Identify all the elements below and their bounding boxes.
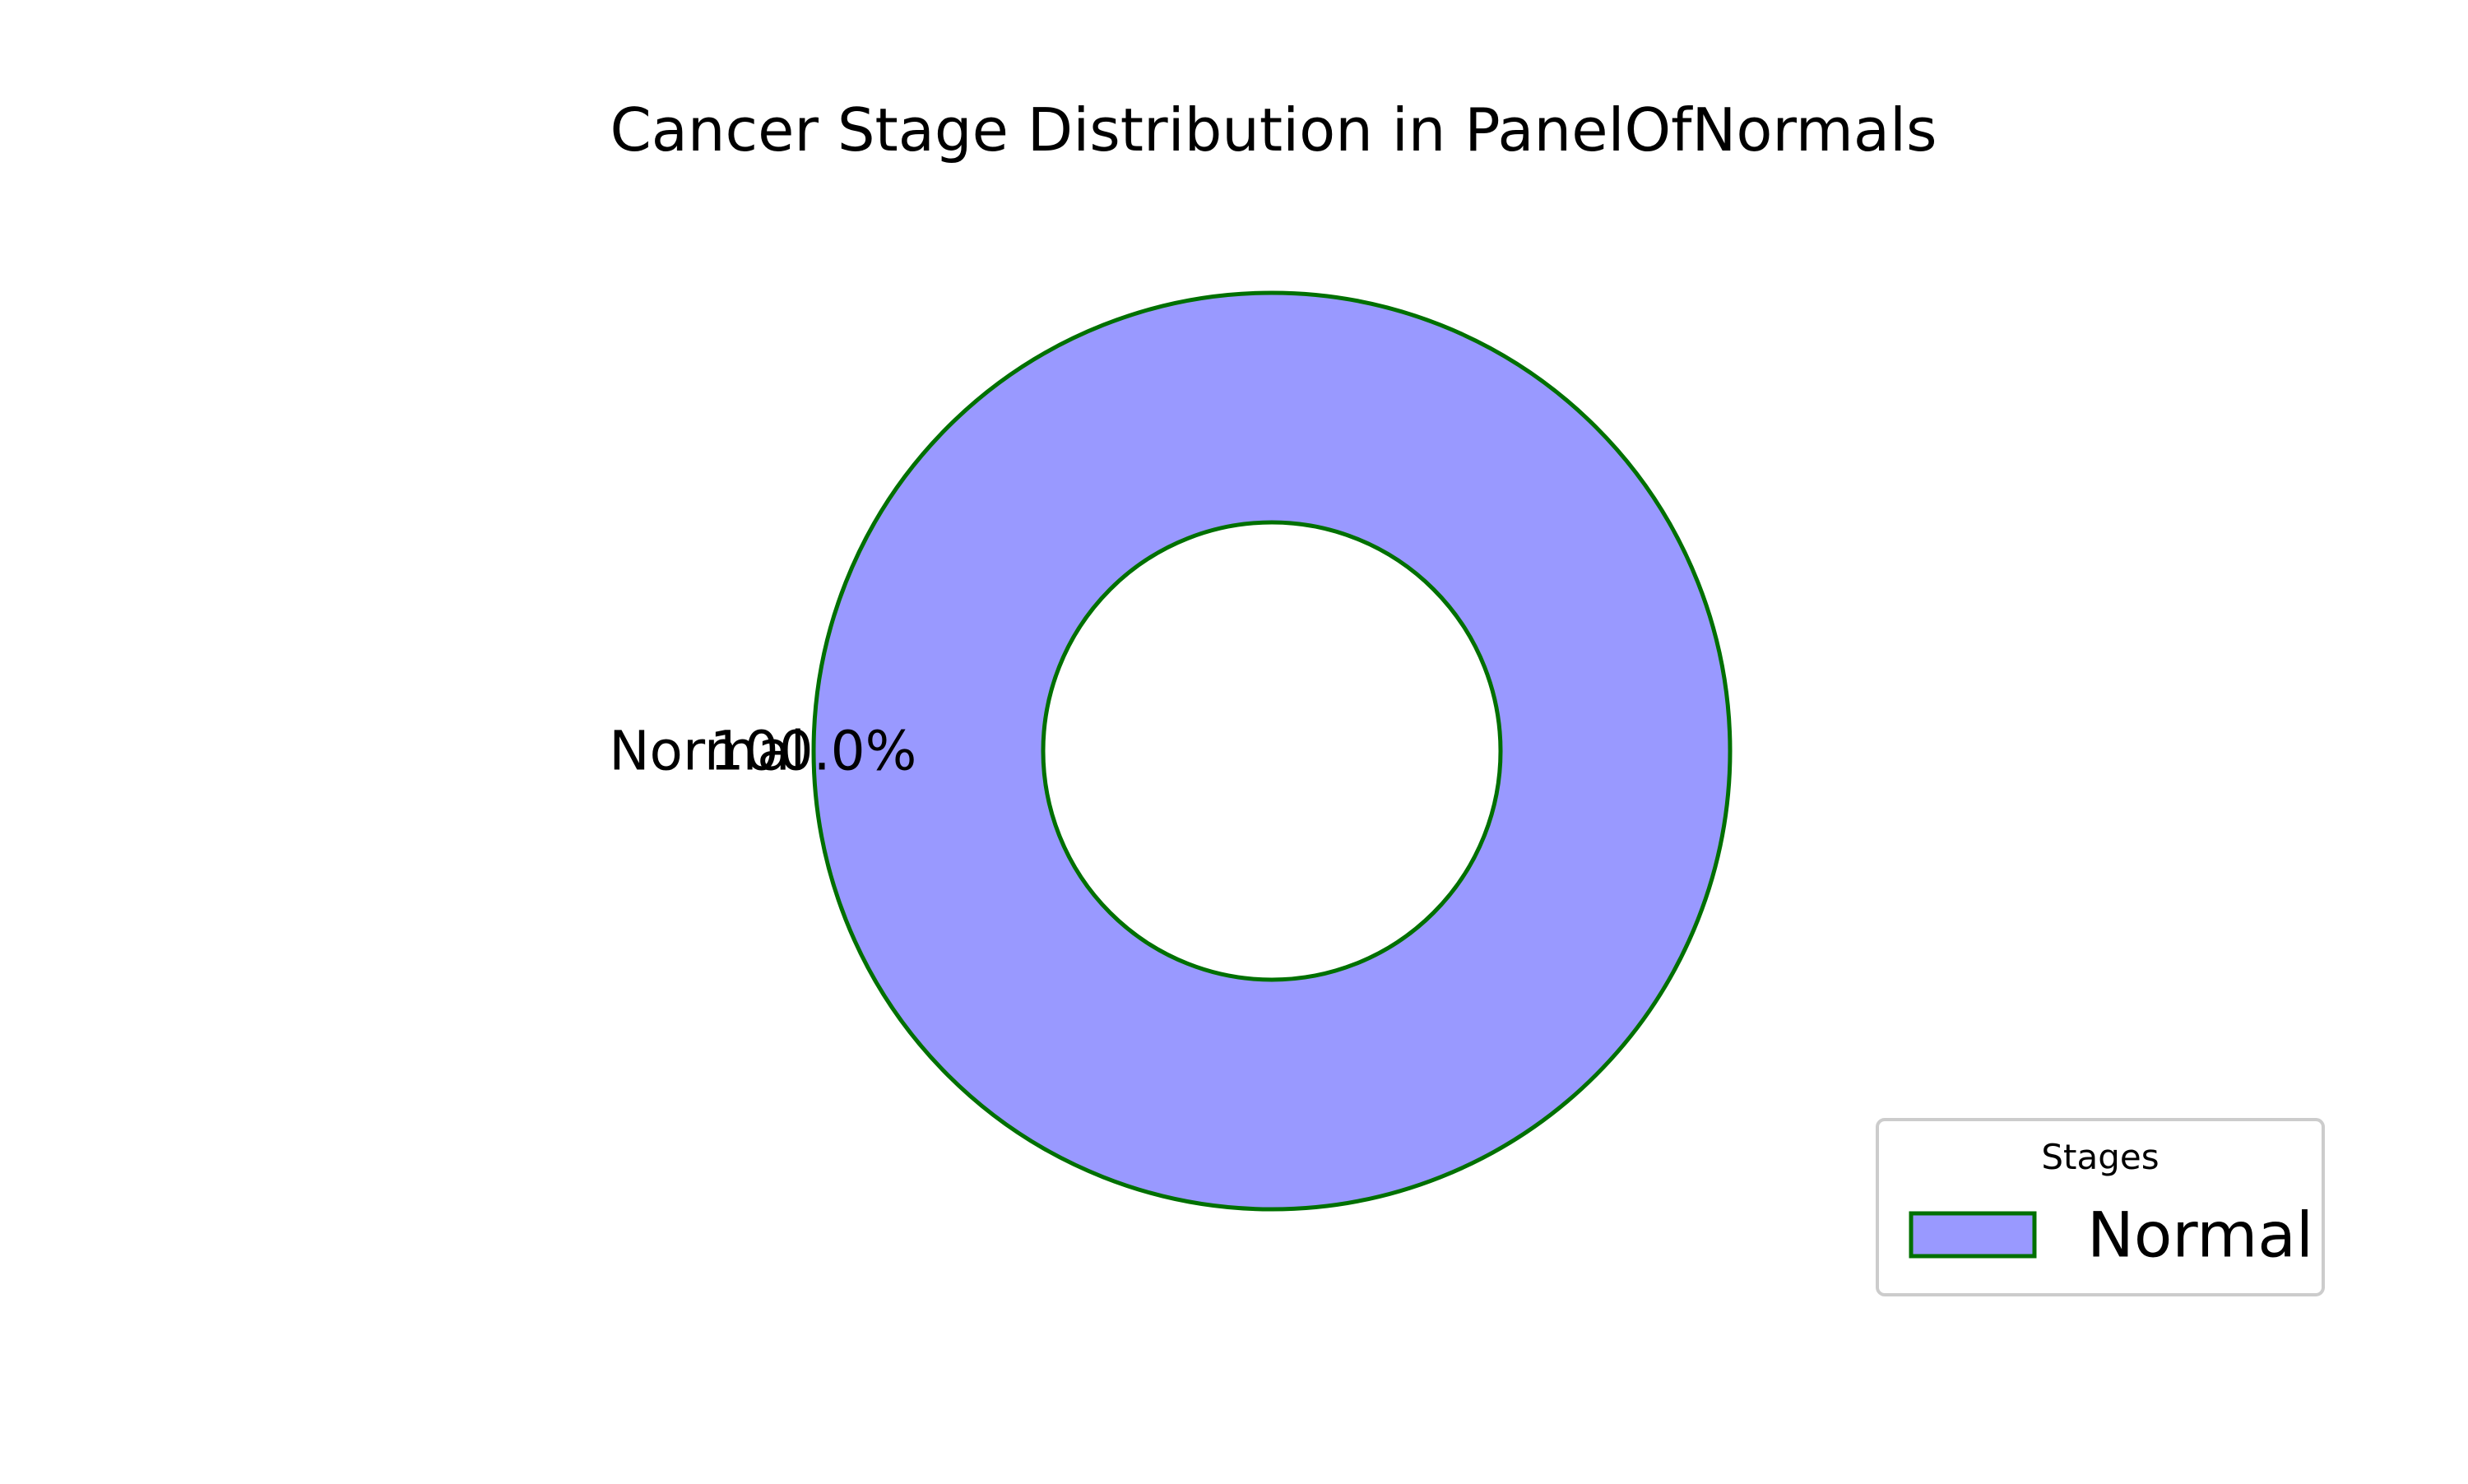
legend: Stages Normal	[1876, 1118, 2325, 1296]
donut-slice-normal	[811, 290, 1733, 1212]
chart-title: Cancer Stage Distribution in PanelOfNorm…	[610, 95, 1937, 165]
legend-title: Stages	[2041, 1137, 2159, 1177]
slice-percent-label: 100.0%	[710, 720, 917, 783]
legend-swatch	[1909, 1211, 2037, 1259]
slices-layer	[811, 290, 1733, 1212]
legend-label: Normal	[2087, 1199, 2313, 1272]
labels-layer: 100.0%Normal	[609, 720, 916, 783]
slice-category-label: Normal	[609, 720, 805, 783]
legend-entries: Normal	[1909, 1199, 2313, 1272]
